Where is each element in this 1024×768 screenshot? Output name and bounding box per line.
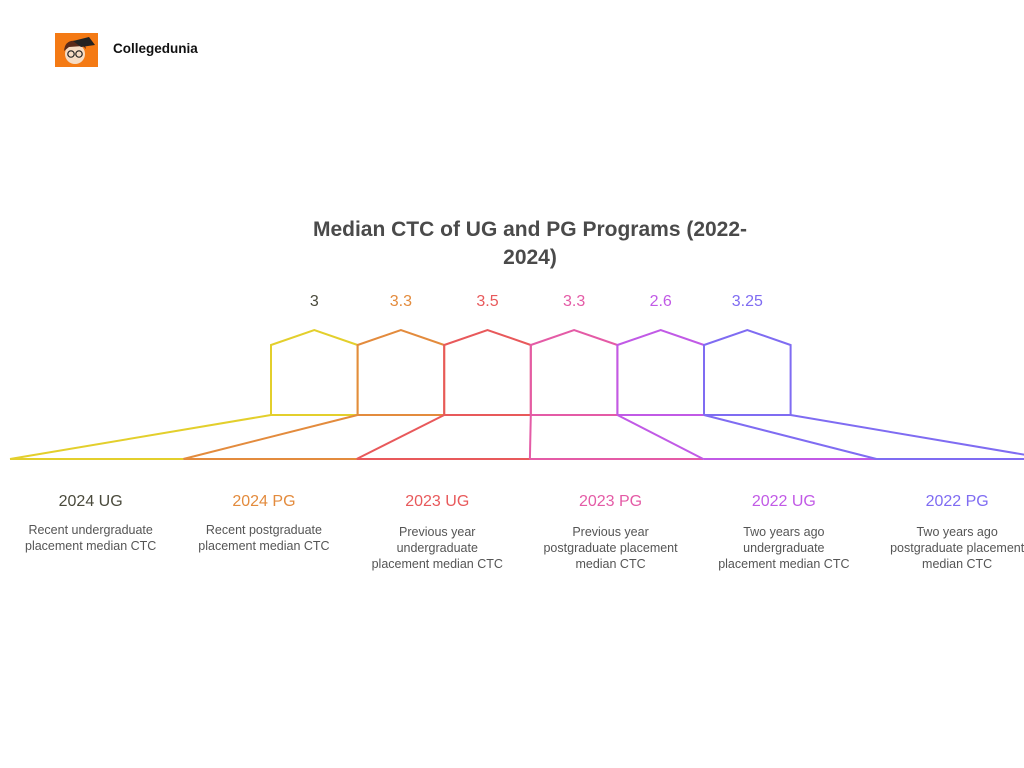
category-description: Recent postgraduate placement median CTC	[169, 522, 359, 554]
category-label: 2023 UG	[405, 493, 470, 510]
connector-line	[528, 414, 532, 460]
description-line: undergraduate	[743, 541, 825, 555]
value-label: 3.5	[476, 293, 499, 310]
bar-1	[356, 328, 446, 416]
value-label: 3.25	[731, 293, 763, 310]
value-label: 2.6	[649, 293, 672, 310]
category-label: 2024 UG	[58, 493, 123, 510]
brand-name: Collegedunia	[113, 41, 198, 56]
description-line: median CTC	[575, 557, 646, 571]
bar-5	[703, 328, 792, 416]
connector-line	[9, 414, 272, 460]
category-column: 2024 UG Recent undergraduate placement med…	[0, 493, 186, 554]
description-line: Previous year	[399, 525, 476, 539]
value-label: 3.3	[389, 293, 413, 310]
description-line: median CTC	[922, 557, 993, 571]
description-line: Previous year	[572, 525, 649, 539]
category-label: 2022 PG	[925, 493, 989, 510]
category-column: 2023 UG Previous year undergraduate placeme…	[342, 493, 532, 572]
category-description: Two years ago undergraduate placement medi…	[689, 524, 879, 572]
category-description: Two years ago postgraduate placement media…	[862, 524, 1024, 572]
chart-title: Median CTC of UG and PG Programs (2022- …	[280, 216, 780, 272]
description-line: placement median CTC	[718, 557, 850, 571]
description-line: Recent undergraduate	[28, 523, 153, 537]
description-line: postgraduate placement	[890, 541, 1024, 555]
category-column: 2022 PG Two years ago postgraduate placeme…	[862, 493, 1024, 572]
category-description: Previous year postgraduate placement media…	[516, 524, 706, 572]
category-label: 2023 PG	[578, 493, 643, 510]
value-label: 3	[309, 293, 319, 310]
category-column: 2022 UG Two years ago undergraduate placeme…	[689, 493, 879, 572]
bar-3	[529, 328, 619, 416]
chart-title-line: Median CTC of UG and PG Programs (2022-	[312, 218, 748, 241]
description-line: postgraduate placement	[543, 541, 678, 555]
description-line: Recent postgraduate	[205, 523, 322, 537]
category-column: 2023 PG Previous year postgraduate placeme…	[516, 493, 706, 572]
category-description: Recent undergraduate placement median CTC	[0, 522, 186, 554]
chart-title-line: 2024)	[503, 246, 557, 269]
description-line: Two years ago	[916, 525, 998, 539]
category-description: Previous year undergraduate placement medi…	[342, 524, 532, 572]
value-label: 3.3	[562, 293, 586, 310]
connector-line	[790, 414, 1024, 456]
bar-0	[270, 328, 359, 416]
description-line: placement median CTC	[198, 539, 330, 553]
description-line: Two years ago	[743, 525, 825, 539]
bar-4	[616, 328, 705, 416]
description-line: undergraduate	[396, 541, 478, 555]
category-label: 2022 UG	[751, 493, 816, 510]
connector-line	[616, 414, 704, 460]
description-line: placement median CTC	[25, 539, 157, 553]
connector-line	[356, 414, 445, 460]
category-label: 2024 PG	[232, 493, 296, 510]
collegedunia-logo	[55, 33, 98, 67]
bar-2	[443, 328, 532, 416]
description-line: placement median CTC	[371, 557, 503, 571]
category-column: 2024 PG Recent postgraduate placement medi…	[169, 493, 359, 554]
connector-line	[183, 414, 358, 460]
connector-line	[703, 414, 877, 460]
